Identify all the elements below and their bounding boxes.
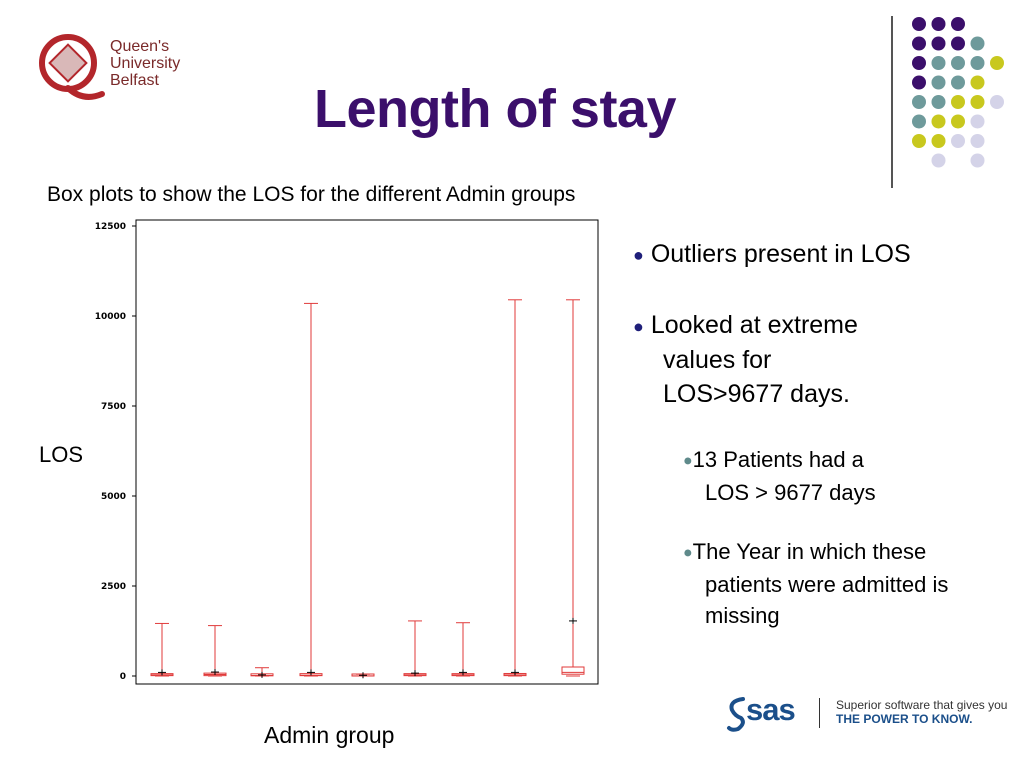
decorative-dot-grid — [912, 17, 1004, 168]
decor-dot — [912, 56, 926, 70]
bullet-text: missing — [705, 602, 780, 628]
decor-dot — [951, 36, 965, 51]
y-tick-label: 2500 — [101, 582, 126, 592]
sub-bullet-patients: ●13 Patients had a LOS > 9677 days — [683, 444, 876, 508]
box-group-999 — [561, 299, 585, 677]
decor-dot — [951, 134, 965, 148]
vertical-divider — [891, 16, 893, 188]
page-title: Length of stay — [313, 79, 677, 139]
decor-dot — [970, 75, 985, 90]
qub-name-line1: Queen's University — [110, 38, 181, 72]
box-plot-chart: 0250050007500100001250012345678999 — [95, 219, 599, 685]
decor-dot — [990, 95, 1004, 109]
decor-dot — [951, 56, 965, 70]
y-tick-label: 0 — [120, 672, 126, 682]
sub-bullet-year-missing: ●The Year in which these patients were a… — [683, 536, 948, 631]
queens-university-logo: Queen's University Belfast — [38, 30, 238, 110]
sas-swirl-icon — [727, 697, 745, 732]
decor-dot — [931, 114, 946, 129]
box-group-4 — [299, 302, 323, 677]
bullet-text: Outliers present in LOS — [650, 240, 911, 268]
decor-dot — [931, 95, 946, 109]
bullet-dot-icon: ● — [633, 316, 644, 337]
bullet-dot-icon: ● — [633, 244, 644, 265]
decor-dot — [912, 114, 926, 129]
decor-dot — [951, 114, 965, 129]
bullet-extreme-values: ● Looked at extreme values for LOS>9677 … — [633, 308, 858, 411]
bullet-text: LOS > 9677 days — [705, 479, 876, 505]
sas-logo: sas Superior software that gives you THE… — [726, 692, 1016, 734]
bullet-text: patients were admitted is — [705, 571, 949, 597]
decor-dot — [970, 36, 985, 51]
decor-dot — [951, 75, 965, 90]
box-group-1 — [150, 622, 174, 677]
decor-dot — [970, 56, 985, 70]
sas-tagline-bold: THE POWER TO KNOW. — [836, 712, 973, 726]
box-group-3 — [250, 667, 274, 678]
y-tick-label: 7500 — [101, 402, 126, 412]
bullet-text: values for — [663, 346, 772, 375]
decor-dot — [931, 36, 946, 51]
sas-wordmark: sas — [746, 692, 796, 727]
sub-bullet-dot-icon: ● — [683, 452, 693, 470]
y-tick-label: 12500 — [95, 222, 126, 232]
qub-name-line2: Belfast — [110, 72, 159, 89]
decor-dot — [970, 134, 985, 148]
y-tick-label: 5000 — [101, 492, 126, 502]
bullet-text: 13 Patients had a — [692, 447, 864, 472]
sas-tagline: Superior software that gives you — [836, 698, 1008, 712]
bullet-text: Looked at extreme — [650, 311, 858, 339]
box-group-8 — [503, 299, 527, 677]
decor-dot — [931, 56, 946, 70]
decor-dot — [912, 95, 926, 109]
box-group-2 — [203, 625, 227, 677]
decor-dot — [990, 56, 1004, 70]
decor-dot — [931, 134, 946, 148]
decor-dot — [912, 17, 926, 31]
qub-crest-icon — [39, 34, 105, 100]
decor-dot — [951, 17, 965, 31]
decor-dot — [912, 75, 926, 90]
decor-dot — [970, 153, 985, 168]
bullet-text: The Year in which these — [692, 539, 927, 564]
box-group-6 — [403, 620, 427, 677]
decor-dot — [931, 17, 946, 31]
y-axis-label: LOS — [39, 442, 84, 467]
sub-bullet-dot-icon: ● — [683, 544, 693, 562]
y-tick-label: 10000 — [95, 312, 126, 322]
chart-subtitle: Box plots to show the LOS for the differ… — [47, 183, 576, 206]
sas-separator — [819, 698, 820, 728]
plot-frame — [135, 219, 599, 685]
qub-logo-text: Queen's University Belfast — [110, 38, 238, 89]
box-group-5 — [351, 672, 375, 679]
box — [561, 666, 585, 675]
decor-dot — [951, 95, 965, 109]
x-axis-label: Admin group — [264, 722, 395, 748]
bullet-outliers: ● Outliers present in LOS — [633, 240, 911, 269]
decor-dot — [931, 75, 946, 90]
bullet-text: LOS>9677 days. — [663, 380, 850, 409]
decor-dot — [912, 134, 926, 148]
decor-dot — [931, 153, 946, 168]
decor-dot — [912, 36, 926, 51]
decor-dot — [970, 114, 985, 129]
box-group-7 — [451, 622, 475, 677]
decor-dot — [970, 95, 985, 109]
